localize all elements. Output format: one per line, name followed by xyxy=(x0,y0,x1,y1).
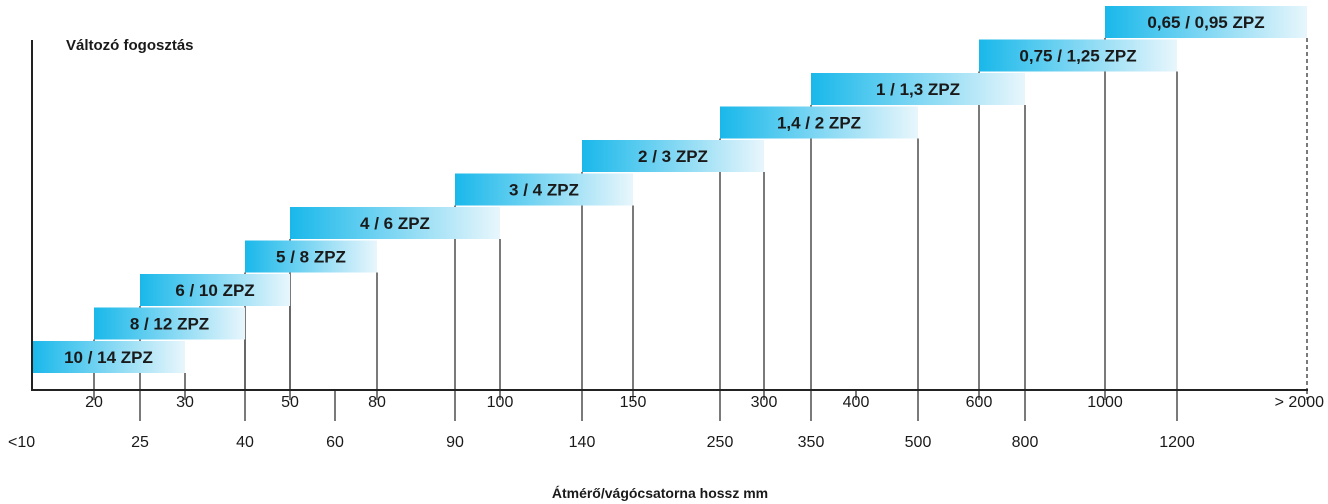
bar xyxy=(1105,6,1307,38)
x-tick-label: 140 xyxy=(569,434,596,451)
bar xyxy=(811,73,1025,105)
x-axis-label: Átmérő/vágócsatorna hossz mm xyxy=(552,485,768,501)
range-lines xyxy=(93,38,1308,390)
bar-label: 5 / 8 ZPZ xyxy=(276,248,346,267)
x-tick-label: 400 xyxy=(843,394,870,411)
bar xyxy=(140,274,290,306)
x-tick-label: 80 xyxy=(368,394,386,411)
bar-label: 0,65 / 0,95 ZPZ xyxy=(1147,13,1264,32)
x-tick-label: 25 xyxy=(131,434,149,451)
x-tick-label: 60 xyxy=(326,434,344,451)
bar-label: 1 / 1,3 ZPZ xyxy=(876,80,960,99)
x-tick-label: 50 xyxy=(281,394,299,411)
x-tick-label: 250 xyxy=(707,434,734,451)
x-tick-label: 30 xyxy=(176,394,194,411)
x-tick-label: 150 xyxy=(620,394,647,411)
x-tick-label: 500 xyxy=(905,434,932,451)
bar-label: 3 / 4 ZPZ xyxy=(509,181,579,200)
bar xyxy=(979,39,1177,72)
x-tick-label: 300 xyxy=(751,394,778,411)
x-tick-label: 40 xyxy=(236,434,254,451)
x-tick-label: 1200 xyxy=(1159,434,1195,451)
bar-label: 1,4 / 2 ZPZ xyxy=(777,114,861,133)
bar-label: 0,75 / 1,25 ZPZ xyxy=(1019,47,1136,66)
x-tick-label: 100 xyxy=(487,394,514,411)
tick-labels: <10 20 25 30 40 50 60 80 90 100 140 150 250 300 350 400… xyxy=(8,390,1324,451)
bar xyxy=(94,307,245,340)
bar xyxy=(245,240,377,273)
x-tick-label: 20 xyxy=(85,394,103,411)
x-tick-label: > 2000 xyxy=(1275,394,1324,411)
bars: 10 / 14 ZPZ 8 / 12 ZPZ 6 / 10 ZPZ 5 / 8 ZPZ… xyxy=(32,6,1307,373)
bar-label: 4 / 6 ZPZ xyxy=(360,214,430,233)
bar-label: 6 / 10 ZPZ xyxy=(175,281,254,300)
x-tick-label: 800 xyxy=(1012,434,1039,451)
bar-label: 2 / 3 ZPZ xyxy=(638,147,708,166)
bar xyxy=(32,341,185,373)
bar-label: 8 / 12 ZPZ xyxy=(130,315,209,334)
bar xyxy=(290,207,500,239)
bar-label: 10 / 14 ZPZ xyxy=(64,348,153,367)
x-tick-label: 1000 xyxy=(1087,394,1123,411)
chart-title: Változó fogosztás xyxy=(66,37,194,54)
bar xyxy=(455,173,633,206)
x-tick-label: 90 xyxy=(446,434,464,451)
x-tick-label: 600 xyxy=(966,394,993,411)
x-tick-label: <10 xyxy=(8,434,35,451)
axes xyxy=(31,40,1308,391)
bar xyxy=(582,140,764,172)
x-tick-label: 350 xyxy=(798,434,825,451)
bar xyxy=(720,106,918,139)
